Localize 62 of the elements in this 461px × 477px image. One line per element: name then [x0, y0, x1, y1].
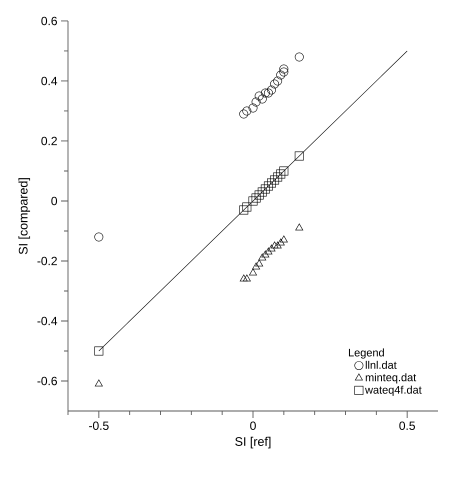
- point: [252, 262, 260, 270]
- legend-label: minteq.dat: [366, 373, 416, 384]
- point: [242, 202, 252, 212]
- point: [267, 86, 276, 94]
- y-tick-label: 0.6: [41, 16, 57, 26]
- point: [242, 274, 251, 282]
- point: [248, 104, 258, 112]
- point: [260, 88, 270, 98]
- point: [270, 176, 280, 184]
- point: [258, 94, 267, 104]
- point: [264, 182, 273, 190]
- y-tick-label: -0.6: [37, 376, 57, 386]
- point: [267, 178, 276, 188]
- point: [248, 196, 258, 206]
- x-axis-title: SI [ref]: [235, 436, 270, 448]
- x-tick-label: 0: [250, 422, 256, 430]
- point: [254, 190, 264, 200]
- point: [94, 380, 103, 386]
- point: [276, 238, 285, 246]
- point: [270, 80, 280, 88]
- point: [239, 110, 248, 118]
- x-tick-label: 0.5: [399, 422, 415, 430]
- y-tick-label: -0.4: [37, 316, 58, 326]
- point: [254, 92, 264, 100]
- y-tick-label: -0.2: [37, 256, 57, 266]
- point: [294, 152, 304, 160]
- point: [252, 98, 261, 106]
- point: [264, 248, 272, 254]
- point: [295, 224, 304, 230]
- point: [240, 274, 248, 282]
- point: [94, 232, 104, 242]
- y-tick-label: 0.4: [41, 76, 58, 86]
- point: [242, 106, 252, 116]
- y-tick-label: 0.2: [41, 136, 57, 146]
- point: [268, 244, 276, 252]
- point: [279, 64, 288, 74]
- point: [280, 236, 288, 242]
- point: [273, 172, 282, 182]
- point: [273, 76, 282, 86]
- point: [249, 268, 257, 276]
- point: [279, 68, 288, 76]
- point: [239, 206, 248, 214]
- y-tick-label: 0: [51, 196, 58, 206]
- legend-label: llnl.dat: [366, 360, 397, 369]
- point: [261, 250, 270, 258]
- point: [252, 194, 261, 202]
- point: [276, 70, 286, 80]
- point: [264, 88, 273, 98]
- y-axis-title: SI [compared]: [18, 178, 30, 254]
- point: [274, 242, 282, 248]
- point: [258, 188, 267, 196]
- point: [258, 254, 266, 260]
- point: [276, 170, 286, 178]
- legend-title: Legend: [348, 348, 384, 359]
- point: [260, 184, 270, 194]
- x-tick-label: -0.5: [89, 422, 109, 430]
- point: [294, 52, 304, 62]
- point: [279, 166, 288, 176]
- point: [255, 260, 264, 266]
- point: [94, 346, 104, 356]
- legend-label: wateq4f.dat: [365, 386, 422, 396]
- point: [270, 242, 279, 248]
